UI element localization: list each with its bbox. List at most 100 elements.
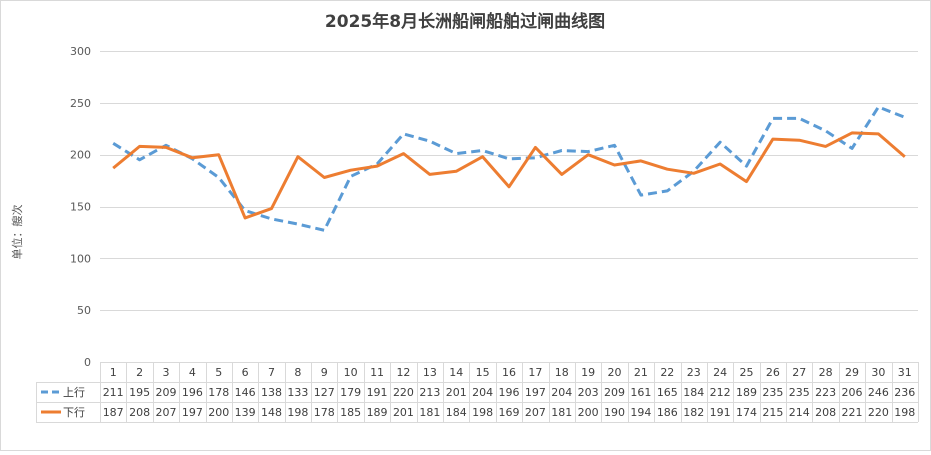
table-cell: 165 [657,386,678,399]
table-cell: 181 [419,406,440,419]
x-tick-label: 27 [792,366,806,379]
table-cell: 127 [314,386,335,399]
table-cell: 191 [367,386,388,399]
table-cell: 236 [894,386,915,399]
table-cell: 184 [446,406,467,419]
table-cell: 209 [604,386,625,399]
x-tick-label: 25 [739,366,753,379]
x-tick-label: 24 [713,366,727,379]
x-tick-label: 7 [268,366,275,379]
chart-title: 2025年8月长洲船闸船舶过闸曲线图 [325,11,605,32]
table-cell: 189 [367,406,388,419]
x-tick-label: 23 [687,366,701,379]
table-cell: 148 [261,406,282,419]
y-tick-label: 250 [70,97,91,110]
table-cell: 200 [208,406,229,419]
table-cell: 214 [789,406,810,419]
table-cell: 213 [419,386,440,399]
table-cell: 198 [894,406,915,419]
table-cell: 208 [815,406,836,419]
table-cell: 203 [578,386,599,399]
x-tick-label: 10 [344,366,358,379]
table-cell: 181 [551,406,572,419]
x-tick-label: 29 [845,366,859,379]
table-cell: 186 [657,406,678,419]
table-cell: 206 [842,386,863,399]
table-cell: 209 [155,386,176,399]
table-cell: 179 [340,386,361,399]
x-tick-label: 31 [898,366,912,379]
table-cell: 197 [182,406,203,419]
table-cell: 190 [604,406,625,419]
table-cell: 198 [472,406,493,419]
y-tick-label: 100 [70,252,91,265]
x-tick-label: 6 [242,366,249,379]
series-lines [112,105,906,232]
table-cell: 187 [103,406,124,419]
x-tick-label: 28 [819,366,833,379]
y-tick-label: 200 [70,149,91,162]
x-tick-label: 15 [476,366,490,379]
table-cell: 196 [499,386,520,399]
x-tick-label: 19 [581,366,595,379]
x-tick-label: 4 [189,366,196,379]
x-tick-label: 14 [449,366,463,379]
table-cell: 204 [551,386,572,399]
table-cell: 178 [314,406,335,419]
table-cell: 139 [235,406,256,419]
table-cell: 161 [630,386,651,399]
x-tick-label: 20 [608,366,622,379]
table-cell: 182 [683,406,704,419]
table-cell: 215 [762,406,783,419]
x-tick-label: 5 [215,366,222,379]
table-cell: 196 [182,386,203,399]
y-tick-labels: 0 50 100 150 200 250 300 [70,45,91,369]
x-tick-label: 2 [136,366,143,379]
x-tick-label: 13 [423,366,437,379]
x-tick-label: 8 [294,366,301,379]
table-cell: 221 [842,406,863,419]
y-tick-label: 50 [77,304,91,317]
table-cell: 197 [525,386,546,399]
x-tick-label: 22 [660,366,674,379]
table-cell: 200 [578,406,599,419]
table-cell: 184 [683,386,704,399]
table-cell: 220 [393,386,414,399]
table-cell: 223 [815,386,836,399]
table-cell: 185 [340,406,361,419]
y-axis-label: 单位：艘次 [10,205,24,260]
table-cell: 194 [630,406,651,419]
y-tick-label: 300 [70,45,91,58]
x-tick-label: 21 [634,366,648,379]
x-tick-label: 11 [370,366,384,379]
x-tick-label: 1 [110,366,117,379]
x-tick-label: 16 [502,366,516,379]
table-cell: 133 [287,386,308,399]
table-cell: 207 [155,406,176,419]
table-cell: 207 [525,406,546,419]
table-cell: 246 [868,386,889,399]
x-tick-label: 30 [871,366,885,379]
table-cell: 220 [868,406,889,419]
x-tick-label: 26 [766,366,780,379]
x-tick-label: 3 [162,366,169,379]
y-tick-label: 0 [84,356,91,369]
legend-label: 下行 [63,406,85,419]
table-cell: 174 [736,406,757,419]
table-cell: 189 [736,386,757,399]
table-cell: 146 [235,386,256,399]
table-cell: 195 [129,386,150,399]
x-tick-label: 12 [396,366,410,379]
gridlines [100,51,918,311]
table-cell: 191 [710,406,731,419]
table-cell: 138 [261,386,282,399]
x-tick-label: 17 [528,366,542,379]
table-cell: 198 [287,406,308,419]
table-cell: 235 [789,386,810,399]
x-tick-label: 18 [555,366,569,379]
y-tick-label: 150 [70,201,91,214]
table-cell: 178 [208,386,229,399]
